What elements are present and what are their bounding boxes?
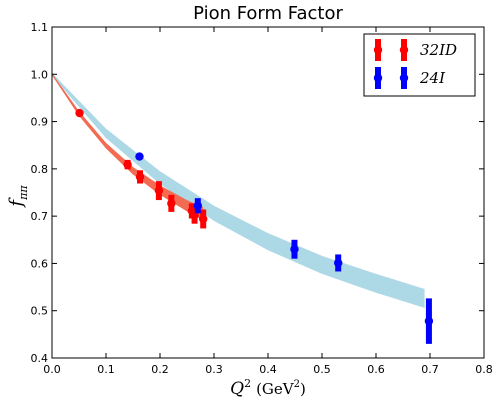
y-tick-label-4: 0.8 (31, 163, 49, 176)
point-32id-0 (75, 108, 84, 118)
point-32id-2 (135, 172, 145, 182)
x-tick-label-4: 0.4 (259, 363, 277, 376)
point-32id-3 (154, 186, 164, 195)
y-tick-label-0: 0.4 (31, 352, 49, 365)
legend: 32ID 24I (363, 33, 476, 97)
legend-marker-32id-0 (373, 45, 383, 55)
band-24i (52, 72, 425, 308)
band-32id (52, 73, 204, 221)
y-tick-label-5: 0.9 (31, 116, 49, 129)
x-tick-label-6: 0.6 (367, 363, 385, 376)
x-tick-label-1: 0.1 (97, 363, 115, 376)
y-axis: 0.4 0.5 0.6 0.7 0.8 0.9 1.0 1.1 (31, 21, 484, 365)
x-axis: 0.0 0.1 0.2 0.3 0.4 0.5 0.6 0.7 0.8 (43, 27, 493, 376)
y-axis-title: fππ (6, 185, 30, 209)
x-tick-label-7: 0.7 (421, 363, 439, 376)
legend-label-32id: 32ID (420, 41, 457, 59)
point-24i-0 (135, 152, 144, 161)
y-tick-label-1: 0.5 (31, 305, 49, 318)
x-tick-label-0: 0.0 (43, 363, 61, 376)
legend-marker-24i-1 (399, 73, 409, 83)
legend-box (363, 33, 476, 97)
x-tick-label-2: 0.2 (151, 363, 169, 376)
point-24i-3 (334, 258, 343, 268)
x-axis-title: Q2 (GeV2) (230, 377, 306, 399)
y-tick-label-7: 1.1 (31, 21, 49, 34)
x-tick-label-8: 0.8 (475, 363, 493, 376)
legend-marker-24i-0 (373, 73, 383, 83)
x-tick-label-5: 0.5 (313, 363, 331, 376)
point-32id-4 (167, 199, 176, 208)
bands-layer (52, 72, 425, 308)
point-32id-7 (199, 214, 208, 224)
points-layer (75, 108, 434, 344)
chart-title: Pion Form Factor (193, 3, 343, 24)
y-tick-label-2: 0.6 (31, 257, 49, 270)
x-tick-label-3: 0.3 (205, 363, 223, 376)
point-24i-2 (290, 245, 299, 254)
legend-marker-32id-1 (399, 45, 409, 55)
legend-label-24i: 24I (419, 69, 446, 87)
y-tick-label-3: 0.7 (31, 210, 49, 223)
point-24i-4 (424, 316, 434, 326)
y-tick-label-6: 1.0 (31, 68, 49, 81)
point-32id-1 (123, 160, 132, 169)
y-axis-title-group: fππ (6, 185, 30, 209)
point-24i-1 (193, 201, 202, 210)
